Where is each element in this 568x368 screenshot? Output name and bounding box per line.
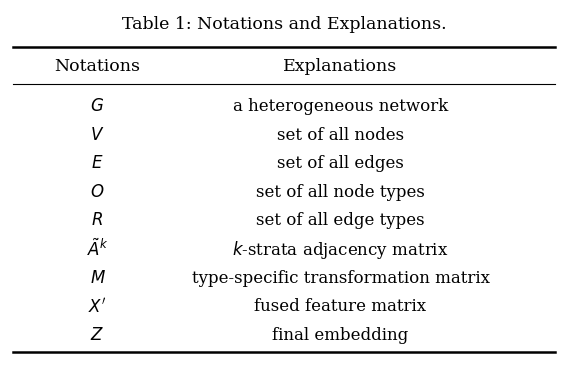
Text: $V$: $V$ <box>90 127 105 144</box>
Text: $R$: $R$ <box>91 212 103 230</box>
Text: $X^{\prime}$: $X^{\prime}$ <box>88 297 107 316</box>
Text: set of all edges: set of all edges <box>277 155 404 172</box>
Text: set of all node types: set of all node types <box>256 184 425 201</box>
Text: $O$: $O$ <box>90 184 105 201</box>
Text: final embedding: final embedding <box>273 327 408 344</box>
Text: Explanations: Explanations <box>283 58 398 75</box>
Text: $G$: $G$ <box>90 98 105 115</box>
Text: $\tilde{A}^k$: $\tilde{A}^k$ <box>87 239 108 260</box>
Text: $E$: $E$ <box>91 155 104 172</box>
Text: set of all nodes: set of all nodes <box>277 127 404 144</box>
Text: $Z$: $Z$ <box>90 327 105 344</box>
Text: type-specific transformation matrix: type-specific transformation matrix <box>191 270 490 287</box>
Text: a heterogeneous network: a heterogeneous network <box>233 98 448 115</box>
Text: Notations: Notations <box>55 58 140 75</box>
Text: Table 1: Notations and Explanations.: Table 1: Notations and Explanations. <box>122 16 446 33</box>
Text: fused feature matrix: fused feature matrix <box>254 298 427 315</box>
Text: set of all edge types: set of all edge types <box>256 212 425 230</box>
Text: $k$-strata adjacency matrix: $k$-strata adjacency matrix <box>232 238 449 261</box>
Text: $M$: $M$ <box>90 270 106 287</box>
